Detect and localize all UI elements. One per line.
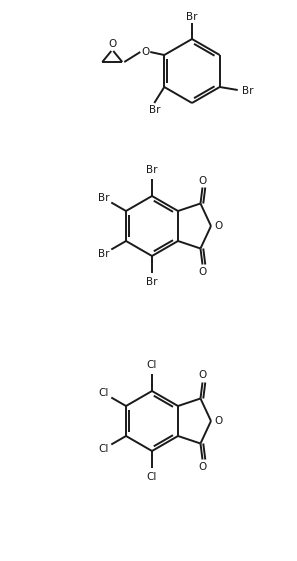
Text: Br: Br bbox=[186, 12, 198, 22]
Text: O: O bbox=[198, 266, 207, 277]
Text: Br: Br bbox=[242, 86, 253, 96]
Text: O: O bbox=[141, 47, 149, 57]
Text: Br: Br bbox=[146, 277, 158, 287]
Text: Cl: Cl bbox=[98, 388, 109, 398]
Text: Br: Br bbox=[98, 193, 109, 203]
Text: O: O bbox=[198, 370, 207, 380]
Text: Cl: Cl bbox=[147, 360, 157, 370]
Text: Br: Br bbox=[146, 165, 158, 175]
Text: O: O bbox=[198, 462, 207, 471]
Text: Br: Br bbox=[98, 249, 109, 259]
Text: O: O bbox=[215, 416, 223, 426]
Text: Cl: Cl bbox=[147, 472, 157, 482]
Text: O: O bbox=[198, 176, 207, 186]
Text: Br: Br bbox=[148, 105, 160, 115]
Text: O: O bbox=[108, 39, 116, 49]
Text: Cl: Cl bbox=[98, 444, 109, 454]
Text: O: O bbox=[215, 221, 223, 231]
